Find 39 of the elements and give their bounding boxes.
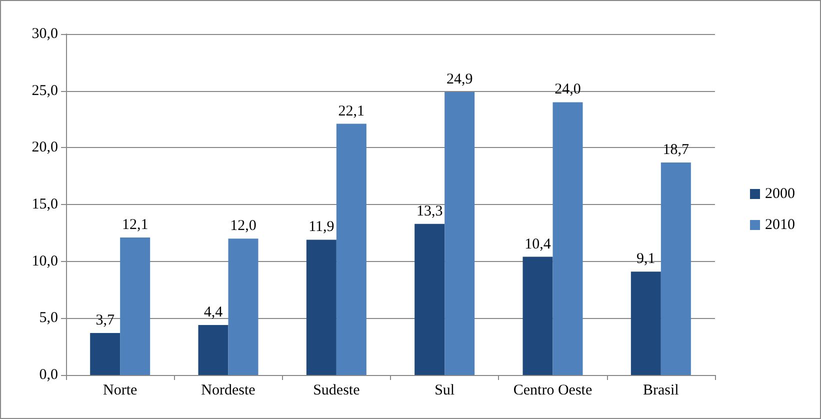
data-label: 3,7 [96,312,115,328]
x-tick-label: Norte [103,382,138,398]
bar [198,324,228,375]
data-label: 9,1 [636,251,656,268]
bar [90,332,120,375]
data-label: 13,3 [416,203,443,220]
data-label: 4,4 [204,304,224,320]
y-tick-label: 15,0 [32,196,58,212]
bar [306,240,336,375]
x-tick-label: Brasil [642,382,679,398]
bar [414,224,445,375]
x-tick-label: Sul [434,382,455,398]
bar [522,256,553,375]
y-tick-label: 20,0 [32,140,58,156]
bar [120,237,150,375]
data-label: 22,1 [338,103,365,120]
y-tick-label: 10,0 [32,253,58,270]
data-label: 18,7 [662,142,690,158]
x-tick-label: Centro Oeste [513,382,592,398]
legend-label: 2000 [765,186,795,202]
y-tick-label: 25,0 [32,82,58,99]
bar [444,92,475,375]
x-tick-label: Sudeste [313,382,360,398]
bar [228,238,258,375]
y-tick-label: 30,0 [32,26,58,42]
data-label: 11,9 [308,219,334,236]
y-tick-label: 5,0 [39,310,58,326]
bar [336,124,366,375]
x-tick-label: Nordeste [201,382,256,398]
legend-label: 2010 [765,217,795,233]
bar [630,272,661,375]
data-label: 12,1 [122,216,148,233]
data-label: 10,4 [524,236,552,252]
data-label: 24,9 [446,71,473,88]
bar [660,162,691,375]
bar [552,102,583,375]
data-label: 24,0 [554,82,581,98]
data-label: 12,0 [230,218,256,234]
y-tick-label: 0,0 [39,367,58,383]
